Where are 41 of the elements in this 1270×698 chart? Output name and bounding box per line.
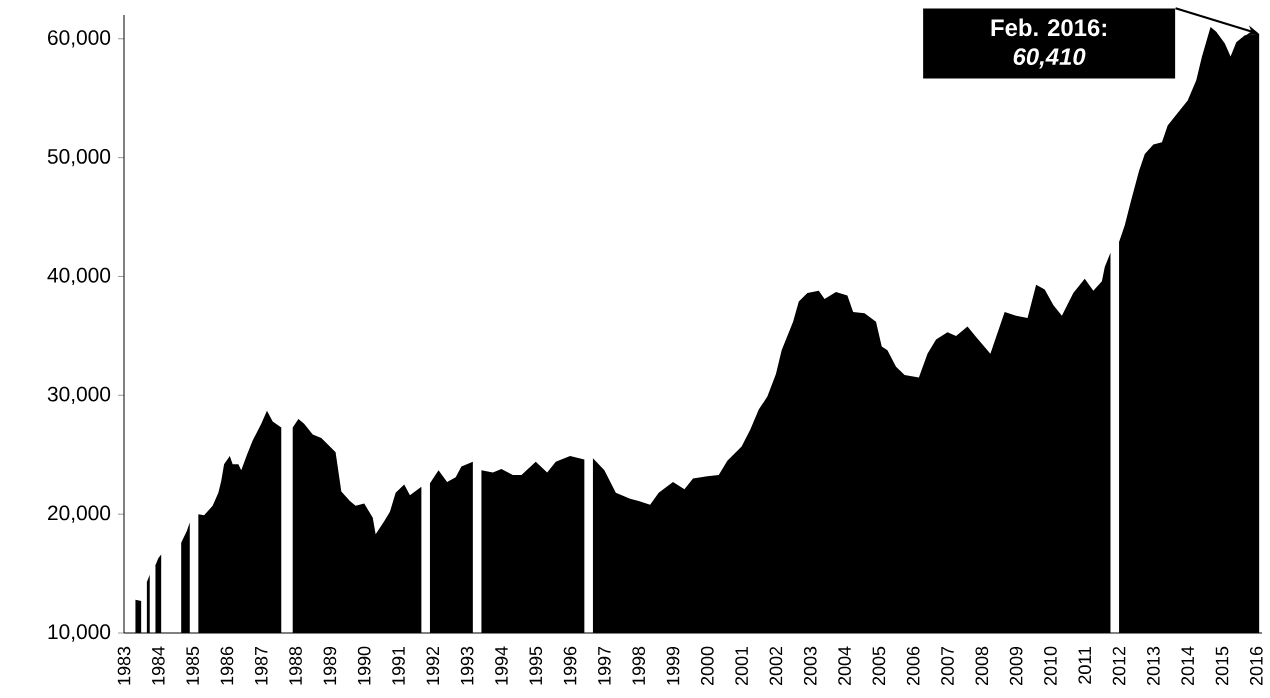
x-tick-label: 1989 xyxy=(323,646,337,685)
y-tick-label: 40,000 xyxy=(47,267,111,286)
x-tick-label: 2000 xyxy=(700,646,714,686)
x-tick-label: 1999 xyxy=(666,646,680,685)
x-tick-label: 2013 xyxy=(1147,646,1160,686)
x-tick-label: 2001 xyxy=(735,646,748,686)
x-tick-label: 2002 xyxy=(769,646,783,686)
x-tick-label: 2005 xyxy=(872,646,886,686)
x-tick-label: 2003 xyxy=(803,646,817,686)
x-tick-label: 1991 xyxy=(392,646,405,685)
y-tick-label: 30,000 xyxy=(47,386,111,404)
x-tick-label: 1986 xyxy=(220,646,234,685)
x-tick-label: 1997 xyxy=(598,646,611,685)
x-tick-label: 1990 xyxy=(357,646,371,685)
x-tick-label: 2004 xyxy=(838,646,851,686)
x-tick-label: 2011 xyxy=(1078,646,1092,684)
x-tick-label: 2010 xyxy=(1044,646,1057,686)
annotation: Feb. 2016: 60,410 xyxy=(991,18,1106,69)
x-tick-label: 1984 xyxy=(151,646,165,685)
x-tick-label: 1996 xyxy=(563,646,577,685)
x-tick-label: 2012 xyxy=(1112,646,1126,686)
x-tick-label: 1993 xyxy=(460,646,474,685)
x-tick-label: 1988 xyxy=(289,646,302,685)
x-tick-label: 1998 xyxy=(632,646,646,685)
x-tick-label: 2008 xyxy=(975,646,989,686)
x-tick-label: 1983 xyxy=(117,646,131,685)
x-tick-label: 2009 xyxy=(1009,646,1023,686)
x-tick-label: 1987 xyxy=(254,646,268,685)
y-tick-label: 60,000 xyxy=(48,30,111,48)
x-tick-label: 1992 xyxy=(426,646,440,685)
x-tick-label: 2014 xyxy=(1181,646,1195,686)
y-tick-label: 20,000 xyxy=(48,505,111,523)
y-tick-label: 50,000 xyxy=(47,148,111,167)
x-tick-label: 2006 xyxy=(906,646,920,686)
x-tick-label: 1995 xyxy=(529,646,543,685)
x-tick-label: 2015 xyxy=(1215,646,1229,686)
x-tick-label: 2007 xyxy=(941,646,954,686)
y-tick-label: 10,000 xyxy=(48,624,111,642)
x-tick-label: 1994 xyxy=(495,646,508,685)
x-tick-label: 1985 xyxy=(186,646,199,685)
x-tick-label: 2016 xyxy=(1249,646,1263,686)
